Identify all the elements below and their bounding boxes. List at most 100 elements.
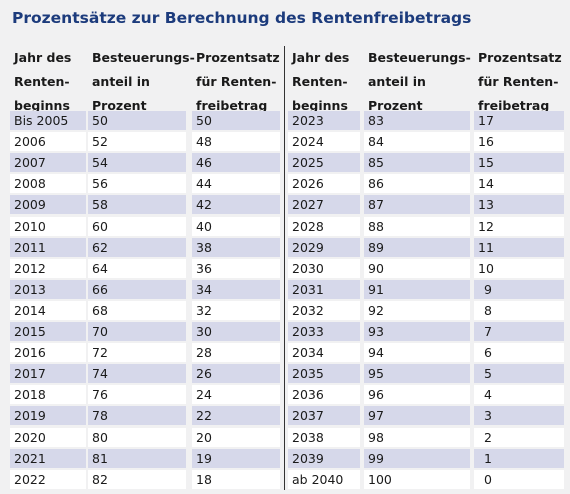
table-cell: 2022 [10,469,86,489]
table-cell: 24 [192,385,280,405]
table-cell: 2013 [10,279,86,299]
header-line: Jahr des [14,50,72,65]
column-header: Prozentsatz für Renten-freibetrag [478,46,562,118]
table-cell: 9 [474,279,564,299]
title: Prozentsätze zur Berechnung des Rentenfr… [12,9,472,27]
table-cell: 52 [88,132,186,152]
table-cell: 2006 [10,132,86,152]
table-cell: 2012 [10,258,86,278]
table-cell: 17 [474,111,564,130]
table-cell: 70 [88,322,186,341]
table-cell: 96 [364,385,470,405]
table-cell: 32 [192,300,280,320]
header-line: freibetrag [196,98,268,113]
column-header: Jahr des Renten-beginns [292,46,349,118]
table-cell: 44 [192,174,280,194]
table-cell: 2037 [288,406,360,426]
column-header: Besteuerungs-anteil in Prozent [92,46,195,118]
table-cell: 2 [474,427,564,447]
table-cell: 42 [192,195,280,215]
table-cell: 72 [88,343,186,363]
table-cell: Bis 2005 [10,111,86,130]
table-cell: 76 [88,385,186,405]
table-cell: 81 [88,448,186,468]
table-cell: 40 [192,216,280,236]
table-cell: 64 [88,258,186,278]
table-cell: 2020 [10,427,86,447]
table-cell: 0 [474,469,564,489]
table-cell: 93 [364,322,470,341]
table-cell: 50 [192,111,280,130]
table-cell: 13 [474,195,564,215]
table-cell: 2011 [10,237,86,257]
table-cell: 87 [364,195,470,215]
table-cell: 11 [474,237,564,257]
table-cell: 66 [88,279,186,299]
table-cell: 85 [364,153,470,173]
table-cell: 16 [474,132,564,152]
table-cell: 26 [192,364,280,384]
table-cell: 2038 [288,427,360,447]
header-line: Prozent [92,98,147,113]
table-cell: 68 [88,300,186,320]
table-cell: 22 [192,406,280,426]
table-cell: 2030 [288,258,360,278]
table-cell: 28 [192,343,280,363]
table-cell: 89 [364,237,470,257]
table-cell: 91 [364,279,470,299]
table-cell: 90 [364,258,470,278]
table-cell: 8 [474,300,564,320]
table-cell: 38 [192,237,280,257]
table-cell: 2039 [288,448,360,468]
table-cell: 78 [88,406,186,426]
table-cell: 83 [364,111,470,130]
header-line: beginns [14,98,70,113]
header-line: beginns [292,98,348,113]
table-cell: 100 [364,469,470,489]
column-header: Prozentsatz für Renten-freibetrag [196,46,280,118]
table-cell: 99 [364,448,470,468]
table-cell: 2023 [288,111,360,130]
table-cell: 1 [474,448,564,468]
table-cell: 18 [192,469,280,489]
table-cell: 95 [364,364,470,384]
header-line: Prozentsatz [196,50,280,65]
header-line: Besteuerungs- [92,50,195,65]
table-cell: 88 [364,216,470,236]
table-cell: 2028 [288,216,360,236]
table-cell: 94 [364,343,470,363]
table-cell: 2032 [288,300,360,320]
table-cell: 2021 [10,448,86,468]
table-cell: 2015 [10,322,86,341]
table-cell: 86 [364,174,470,194]
header-line: anteil in [368,74,426,89]
table-cell: 2016 [10,343,86,363]
header-line: für Renten- [196,74,277,89]
table-cell: 2035 [288,364,360,384]
table-cell: 12 [474,216,564,236]
table-cell: 20 [192,427,280,447]
table-cell: 46 [192,153,280,173]
table-cell: 62 [88,237,186,257]
table-cell: 3 [474,406,564,426]
table-cell: 15 [474,153,564,173]
table-cell: 2019 [10,406,86,426]
table-cell: 2010 [10,216,86,236]
header-line: für Renten- [478,74,559,89]
table-cell: 60 [88,216,186,236]
table-cell: 10 [474,258,564,278]
table-cell: 2018 [10,385,86,405]
table-cell: 19 [192,448,280,468]
header-line: Prozent [368,98,423,113]
table-cell: 2033 [288,322,360,341]
table-cell: ab 2040 [288,469,360,489]
table-cell: 74 [88,364,186,384]
header-line: freibetrag [478,98,550,113]
table-cell: 14 [474,174,564,194]
table-cell: 92 [364,300,470,320]
table-cell: 34 [192,279,280,299]
table-cell: 84 [364,132,470,152]
table-cell: 97 [364,406,470,426]
table-cell: 30 [192,322,280,341]
